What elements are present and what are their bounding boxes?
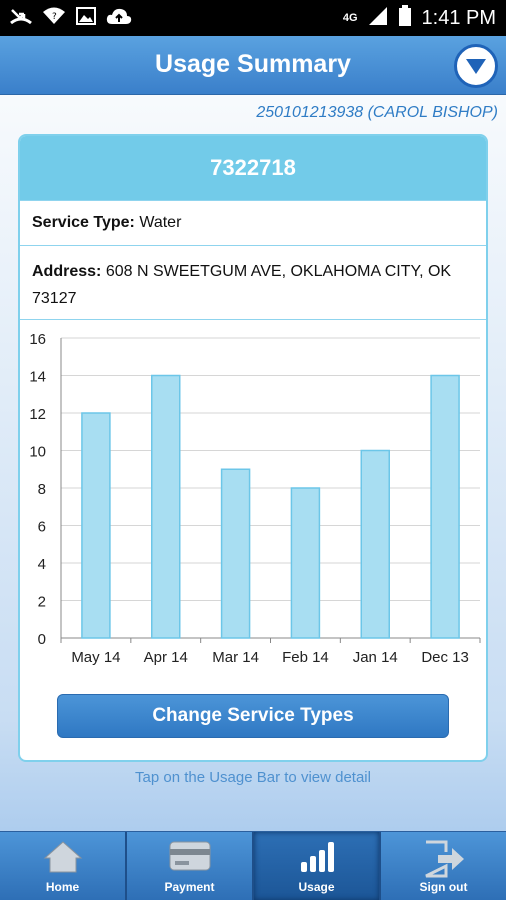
change-service-types-button[interactable]: Change Service Types (57, 694, 449, 738)
wifi-icon: ? (42, 6, 66, 31)
x-tick-label: Jan 14 (353, 649, 398, 666)
image-icon (76, 6, 96, 30)
service-type-value: Water (139, 214, 182, 231)
usage-bar[interactable] (290, 487, 321, 639)
usage-chart: 0 2 4 6 8 10 12 14 16 May 14 Apr 14 Mar 14 Feb 14 Jan… (20, 320, 486, 672)
cloud-upload-icon (106, 7, 132, 30)
usage-card: 7322718 Service Type: Water Address: 608… (18, 134, 488, 762)
usage-bar[interactable] (430, 374, 460, 639)
address-label: Address: (32, 263, 102, 280)
y-tick-label: 2 (38, 594, 46, 611)
credit-card-icon (169, 841, 210, 871)
nav-home[interactable]: Home (0, 832, 127, 900)
status-bar: ? 4G 1:41 PM (0, 0, 506, 36)
battery-icon (398, 4, 412, 32)
usage-hint: Tap on the Usage Bar to view detail (135, 769, 371, 786)
y-tick-label: 10 (29, 444, 46, 461)
nav-payment-label: Payment (164, 880, 215, 894)
page-title: Usage Summary (155, 50, 351, 78)
nav-signout[interactable]: Sign out (381, 832, 506, 900)
y-tick-label: 0 (38, 631, 46, 648)
y-tick-label: 14 (29, 369, 46, 386)
nav-payment[interactable]: Payment (127, 832, 254, 900)
address-value: 608 N SWEETGUM AVE, OKLAHOMA CITY, OK 73… (32, 263, 452, 307)
y-tick-label: 16 (29, 331, 46, 348)
svg-text:?: ? (52, 12, 57, 22)
x-tick-label: May 14 (71, 649, 120, 666)
menu-dropdown-button[interactable] (454, 44, 498, 88)
usage-bars-icon (300, 842, 334, 872)
y-tick-label: 4 (38, 556, 46, 573)
signal-icon (368, 6, 388, 31)
usage-bar[interactable] (220, 468, 251, 639)
usage-bar[interactable] (151, 374, 181, 639)
home-icon (43, 841, 82, 873)
x-tick-label: Feb 14 (282, 649, 329, 666)
status-time: 1:41 PM (421, 6, 496, 29)
service-type-row: Service Type: Water (20, 200, 486, 246)
x-tick-label: Dec 13 (421, 649, 469, 666)
nav-usage-label: Usage (298, 880, 335, 894)
usage-bar[interactable] (360, 449, 390, 639)
x-tick-label: Apr 14 (144, 649, 188, 666)
service-type-label: Service Type: (32, 214, 135, 231)
missed-call-icon (10, 7, 32, 30)
y-tick-label: 8 (38, 481, 46, 498)
y-tick-label: 6 (38, 519, 46, 536)
address-row: Address: 608 N SWEETGUM AVE, OKLAHOMA CI… (20, 246, 486, 320)
status-icons-right: 4G 1:41 PM (342, 4, 496, 32)
nav-usage[interactable]: Usage (254, 832, 381, 900)
y-tick-label: 12 (29, 406, 46, 423)
nav-signout-label: Sign out (419, 880, 468, 894)
chevron-down-icon (466, 59, 486, 74)
app-header: Usage Summary (0, 36, 506, 95)
card-title: 7322718 (20, 136, 486, 200)
network-type: 4G (342, 12, 358, 24)
x-tick-label: Mar 14 (212, 649, 259, 666)
usage-bar[interactable] (81, 412, 111, 639)
status-icons-left: ? (10, 6, 132, 31)
usage-chart-svg: 0 2 4 6 8 10 12 14 16 May 14 Apr 14 Mar 14 Feb 14 Jan… (29, 331, 481, 666)
account-label[interactable]: 250101213938 (CAROL BISHOP) (256, 104, 498, 121)
nav-home-label: Home (45, 880, 80, 894)
bottom-nav: Home Payment Usage Sign out (0, 831, 506, 900)
sign-out-icon (424, 840, 464, 878)
